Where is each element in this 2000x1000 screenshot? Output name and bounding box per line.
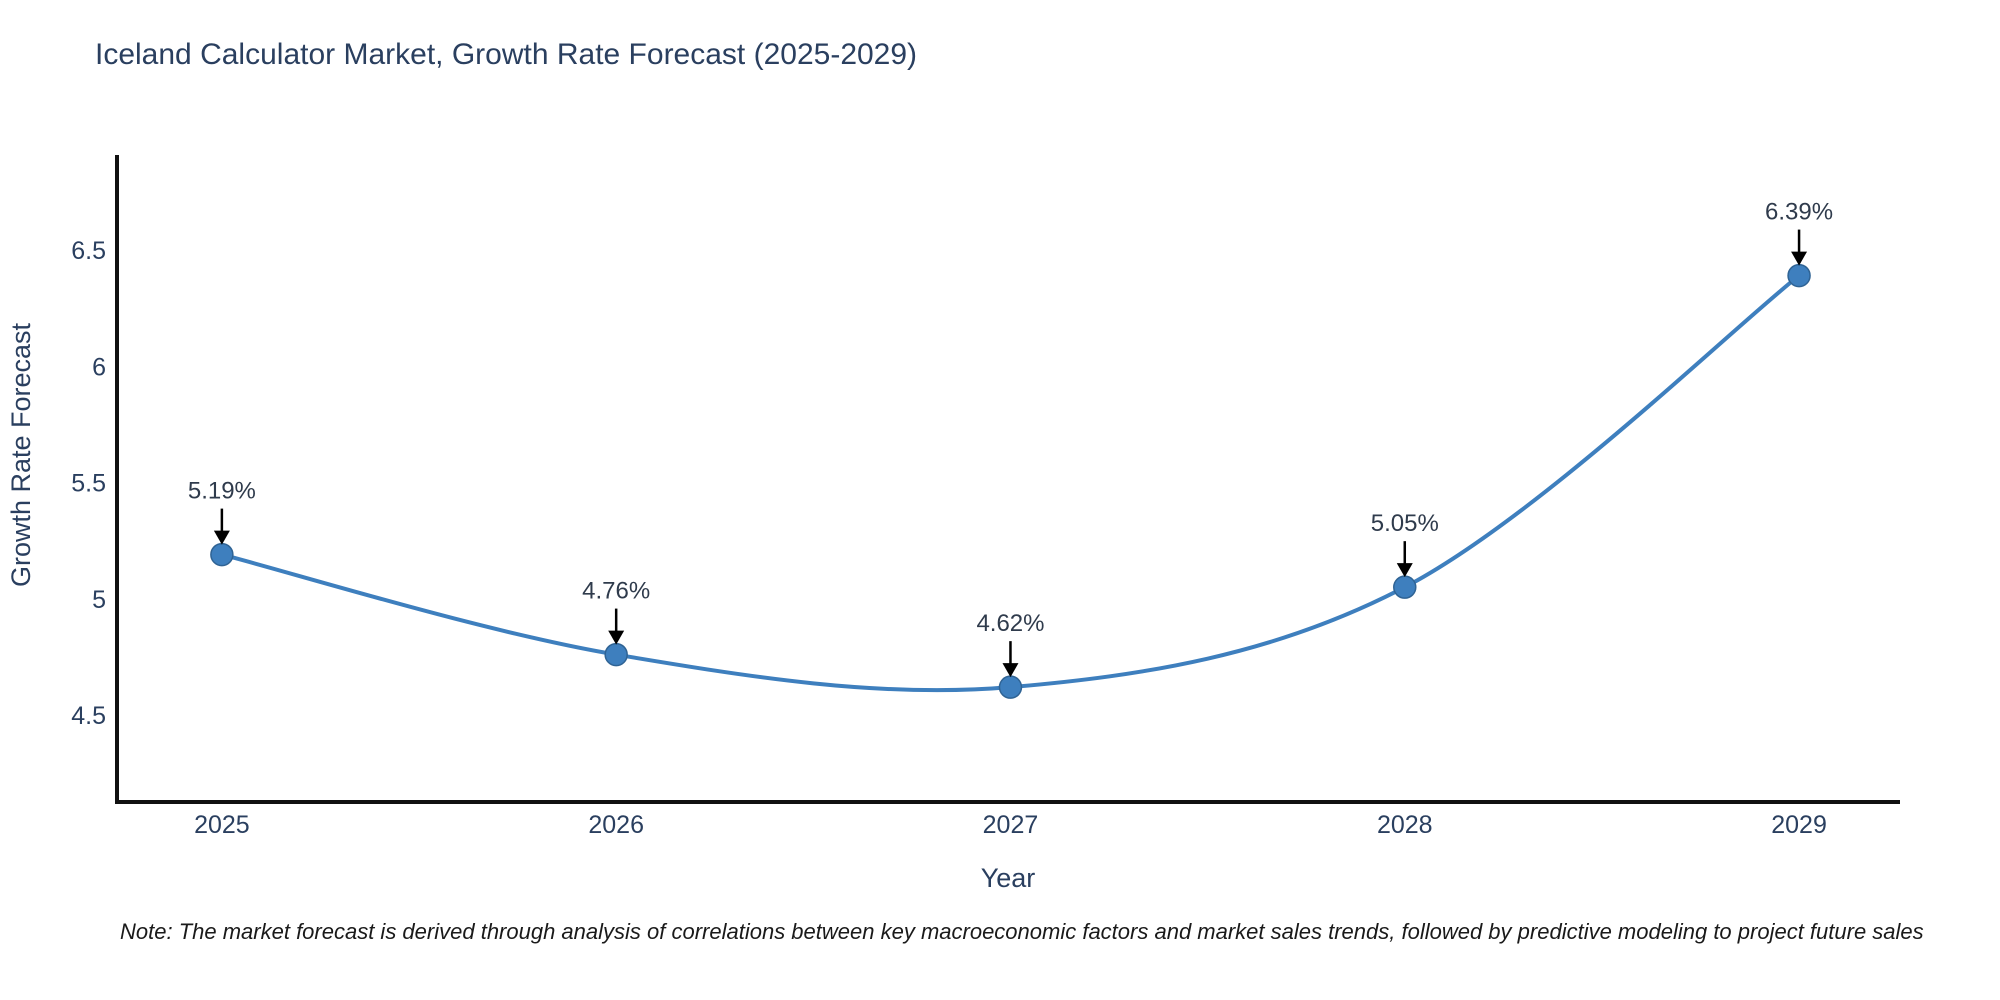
y-tick-label: 5 [92,586,106,614]
chart-title: Iceland Calculator Market, Growth Rate F… [95,38,917,71]
y-tick-label: 4.5 [71,702,106,730]
point-annotations: 5.19% 4.76% 4.62% 5.05% 6.39% [188,199,1833,678]
annotation-label: 4.76% [582,578,650,605]
annotation-arrowhead [608,630,625,645]
annotation-arrowhead [213,530,230,545]
annotation-label: 6.39% [1765,199,1833,226]
x-tick-label: 2025 [194,811,250,839]
x-axis-tick-labels: 2025 2026 2027 2028 2029 [194,811,1827,839]
y-tick-label: 5.5 [71,470,106,498]
data-point-marker [998,675,1023,699]
annotation-label: 5.19% [188,478,256,505]
x-tick-label: 2029 [1771,811,1827,839]
data-point-marker [604,642,628,667]
y-axis-title: Growth Rate Forecast [6,322,36,587]
x-tick-label: 2027 [983,811,1039,839]
annotation-label: 5.05% [1371,510,1439,537]
data-point-marker [1787,263,1811,288]
annotation-arrowhead [1396,563,1413,578]
y-tick-label: 6.5 [71,237,106,265]
y-axis-tick-labels: 4.5 5 5.5 6 6.5 [71,237,106,730]
x-axis-title: Year [981,863,1036,893]
data-point-marker [210,542,234,567]
x-tick-label: 2026 [588,811,644,839]
series-markers [210,263,1811,699]
footnote: Note: The market forecast is derived thr… [120,919,1924,944]
annotation-arrowhead [1791,251,1808,266]
data-point-marker [1393,575,1417,599]
x-tick-label: 2028 [1377,811,1433,839]
annotation-arrowhead [1002,663,1019,678]
annotation-label: 4.62% [976,610,1044,637]
y-tick-label: 6 [92,353,106,381]
